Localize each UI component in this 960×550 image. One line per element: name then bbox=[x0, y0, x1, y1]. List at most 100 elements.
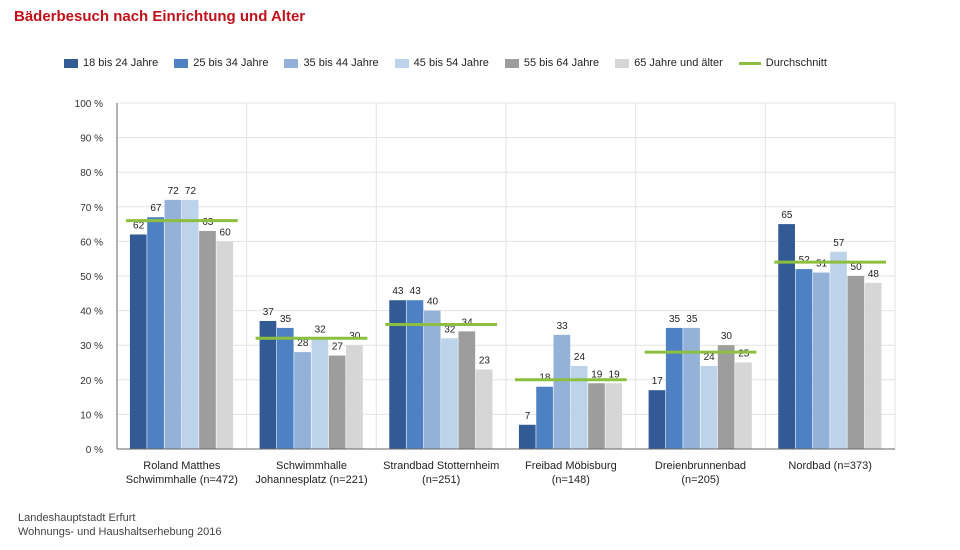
bar bbox=[441, 338, 458, 449]
bar bbox=[778, 224, 795, 449]
data-label: 37 bbox=[263, 307, 275, 318]
data-label: 34 bbox=[462, 317, 474, 328]
x-category-label: Roland Matthes bbox=[143, 460, 221, 472]
bar bbox=[458, 331, 476, 449]
legend-swatch-25-34 bbox=[174, 58, 189, 68]
bar bbox=[276, 327, 294, 449]
bar bbox=[346, 345, 363, 449]
data-label: 28 bbox=[297, 338, 309, 349]
bar bbox=[216, 241, 234, 449]
data-label: 57 bbox=[833, 238, 845, 249]
data-label: 48 bbox=[868, 269, 880, 280]
data-label: 18 bbox=[539, 373, 551, 384]
legend-label-65-plus: 65 Jahre und älter bbox=[634, 57, 723, 69]
bar bbox=[518, 424, 536, 449]
x-category-label: Nordbad (n=373) bbox=[788, 460, 871, 472]
bar bbox=[389, 300, 406, 449]
bar bbox=[294, 352, 311, 449]
data-label: 30 bbox=[721, 331, 733, 342]
data-label: 7 bbox=[525, 411, 531, 422]
data-label: 52 bbox=[799, 255, 811, 266]
bar bbox=[536, 386, 553, 449]
data-label: 19 bbox=[609, 369, 621, 380]
footer-source-line2: Wohnungs- und Haushaltserhebung 2016 bbox=[18, 526, 222, 538]
bar bbox=[475, 369, 493, 449]
data-label: 30 bbox=[349, 331, 361, 342]
data-label: 17 bbox=[652, 376, 664, 387]
bar bbox=[199, 231, 216, 449]
y-tick-label: 10 % bbox=[80, 410, 103, 421]
data-label: 51 bbox=[816, 259, 828, 270]
bar bbox=[311, 338, 329, 449]
data-label: 23 bbox=[479, 355, 491, 366]
data-label: 65 bbox=[781, 210, 793, 221]
x-category-label: Freibad Möbisburg bbox=[525, 460, 617, 472]
legend-swatch-35-44 bbox=[284, 58, 299, 68]
x-category-label: Johannesplatz (n=221) bbox=[255, 474, 367, 486]
y-tick-label: 70 % bbox=[80, 203, 103, 214]
data-label: 35 bbox=[686, 314, 698, 325]
legend-label-average: Durchschnitt bbox=[765, 57, 827, 69]
bar bbox=[605, 383, 623, 449]
legend-label-55-64: 55 bis 64 Jahre bbox=[523, 57, 600, 69]
legend-label-25-34: 25 bis 34 Jahre bbox=[193, 57, 269, 69]
y-tick-label: 0 % bbox=[86, 445, 103, 456]
bar bbox=[795, 269, 813, 449]
bar bbox=[147, 217, 164, 449]
bar bbox=[328, 355, 346, 449]
legend-item-35-44: 35 bis 44 Jahre bbox=[284, 57, 379, 69]
legend-item-65-plus: 65 Jahre und älter bbox=[615, 57, 723, 69]
legend: 18 bis 24 Jahre 25 bis 34 Jahre 35 bis 4… bbox=[64, 55, 843, 71]
x-category-label: (n=251) bbox=[422, 474, 460, 486]
y-tick-label: 30 % bbox=[80, 341, 103, 352]
legend-item-average: Durchschnitt bbox=[738, 57, 827, 69]
x-category-label: Schwimmhalle bbox=[276, 460, 347, 472]
y-tick-label: 100 % bbox=[75, 99, 103, 110]
legend-swatch-55-64 bbox=[504, 58, 519, 68]
y-tick-label: 40 % bbox=[80, 307, 103, 318]
legend-swatch-45-54 bbox=[394, 58, 409, 68]
bar bbox=[864, 282, 882, 449]
bar bbox=[735, 362, 752, 449]
footer-source-line1: Landeshauptstadt Erfurt bbox=[18, 512, 136, 524]
data-label: 27 bbox=[332, 342, 344, 353]
y-tick-label: 80 % bbox=[80, 168, 103, 179]
bar bbox=[665, 327, 683, 449]
legend-item-45-54: 45 bis 54 Jahre bbox=[394, 57, 489, 69]
x-category-label: Strandbad Stotternheim bbox=[383, 460, 499, 472]
bar bbox=[830, 251, 847, 449]
x-category-label: Dreienbrunnenbad bbox=[655, 460, 746, 472]
data-label: 35 bbox=[280, 314, 292, 325]
data-label: 24 bbox=[704, 352, 716, 363]
x-category-label: (n=205) bbox=[681, 474, 719, 486]
legend-swatch-average bbox=[738, 61, 761, 65]
data-label: 60 bbox=[220, 227, 232, 238]
data-label: 72 bbox=[185, 186, 197, 197]
data-label: 19 bbox=[591, 369, 603, 380]
bar bbox=[181, 199, 199, 449]
data-label: 72 bbox=[168, 186, 180, 197]
data-label: 32 bbox=[444, 324, 456, 335]
legend-label-35-44: 35 bis 44 Jahre bbox=[303, 57, 379, 69]
bar bbox=[129, 234, 147, 449]
data-label: 32 bbox=[315, 324, 327, 335]
legend-item-25-34: 25 bis 34 Jahre bbox=[174, 57, 268, 69]
bar bbox=[700, 365, 718, 449]
footer: Landeshauptstadt Erfurt Wohnungs- und Ha… bbox=[18, 511, 221, 539]
data-label: 63 bbox=[202, 217, 214, 228]
data-label: 50 bbox=[851, 262, 863, 273]
legend-swatch-65-plus bbox=[615, 58, 630, 68]
data-label: 35 bbox=[669, 314, 681, 325]
bar bbox=[406, 300, 424, 449]
bar bbox=[570, 365, 588, 449]
data-label: 33 bbox=[557, 321, 569, 332]
chart-title: Bäderbesuch nach Einrichtung und Alter bbox=[14, 8, 306, 25]
y-tick-label: 50 % bbox=[80, 272, 103, 283]
data-label: 62 bbox=[133, 220, 145, 231]
bar bbox=[588, 383, 605, 449]
data-label: 43 bbox=[392, 286, 404, 297]
bar bbox=[648, 390, 666, 449]
bar bbox=[717, 345, 735, 449]
legend-item-18-24: 18 bis 24 Jahre bbox=[64, 57, 158, 69]
legend-label-18-24: 18 bis 24 Jahre bbox=[83, 57, 159, 69]
